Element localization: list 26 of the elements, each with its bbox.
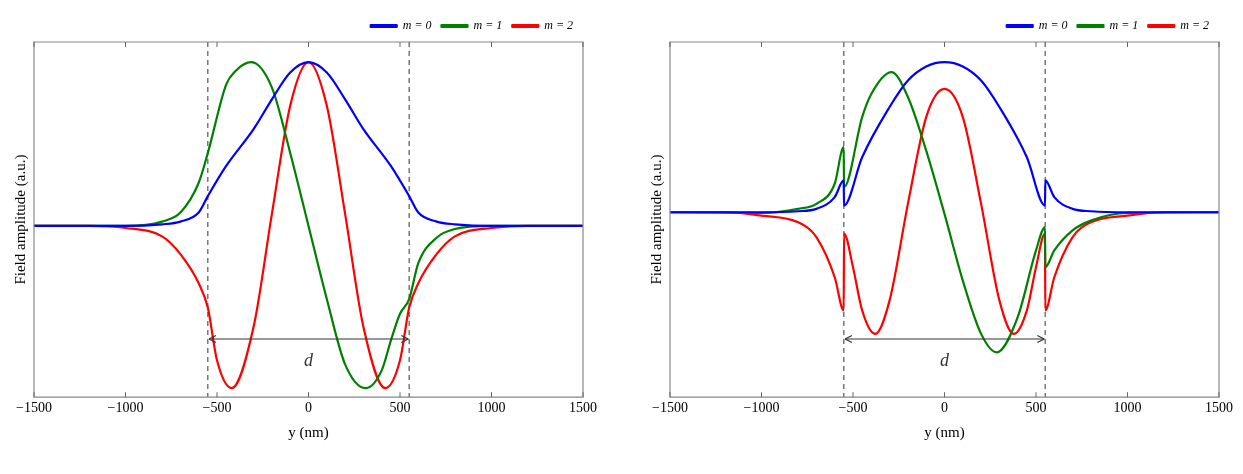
x-tick-label: 0 [305, 400, 312, 416]
x-tick-label: 1500 [569, 400, 597, 416]
annotation: d [304, 349, 314, 370]
annotation: d [940, 349, 950, 370]
x-tick-label: −1000 [107, 400, 144, 416]
legend-label: m = 2 [1180, 18, 1209, 33]
x-tick-label: −1000 [743, 400, 780, 416]
legend-label: m = 0 [402, 18, 432, 33]
x-tick-label: 500 [389, 400, 411, 416]
x-tick-label: 500 [1025, 400, 1047, 416]
legend-label: m = 1 [1109, 18, 1139, 33]
x-tick-label: 0 [941, 400, 948, 416]
legend-label: m = 0 [1038, 18, 1068, 33]
x-axis-title: y (nm) [288, 423, 329, 441]
x-axis-title: y (nm) [924, 423, 965, 441]
legend-label: m = 1 [473, 18, 503, 33]
y-axis-title: Field amplitude (a.u.) [11, 154, 29, 285]
y-axis-title: Field amplitude (a.u.) [647, 154, 665, 285]
x-tick-label: 1500 [1205, 400, 1233, 416]
x-tick-label: −500 [838, 400, 868, 416]
x-tick-label: 1000 [1113, 400, 1142, 416]
x-tick-label: −1500 [652, 400, 688, 416]
legend-label: m = 2 [544, 18, 573, 33]
x-tick-label: −1500 [16, 400, 52, 416]
x-tick-label: 1000 [477, 400, 506, 416]
x-tick-label: −500 [202, 400, 232, 416]
